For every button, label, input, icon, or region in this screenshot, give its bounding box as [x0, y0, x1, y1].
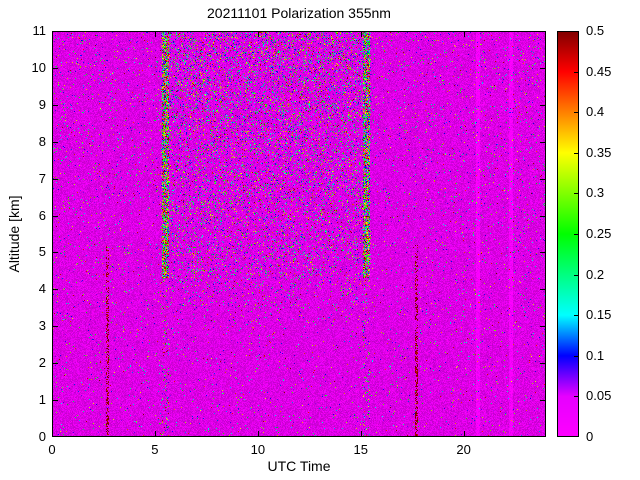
y-tick-label: 9 — [38, 96, 46, 112]
y-tick-label: 4 — [38, 281, 46, 297]
x-tick-label: 20 — [456, 442, 471, 457]
colorbar-canvas — [557, 31, 579, 437]
y-tick-label: 2 — [38, 355, 46, 371]
heatmap-canvas — [52, 31, 546, 437]
x-tick-label: 10 — [250, 442, 266, 457]
y-tick-label: 6 — [38, 207, 46, 223]
colorbar-tick-label: 0.3 — [586, 185, 605, 201]
colorbar-tick-label: 0.1 — [586, 347, 605, 363]
colorbar-tick-label: 0.35 — [586, 144, 612, 160]
y-tick-label: 5 — [38, 244, 46, 260]
x-tick-label: 5 — [151, 442, 159, 457]
y-tick-label: 1 — [38, 392, 46, 408]
y-tick-label: 10 — [31, 59, 46, 75]
chart-title: 20211101 Polarization 355nm — [207, 5, 391, 21]
y-tick-label: 0 — [38, 429, 46, 444]
y-tick-label: 11 — [32, 23, 47, 38]
colorbar-tick-label: 0.5 — [586, 23, 605, 38]
colorbar-tick-label: 0.2 — [586, 266, 605, 282]
y-tick-label: 7 — [38, 170, 46, 186]
y-tick-label: 3 — [38, 318, 46, 334]
colorbar-tick-label: 0.25 — [586, 226, 612, 241]
colorbar-tick-label: 0.15 — [586, 307, 612, 323]
colorbar-tick-label: 0.45 — [586, 63, 612, 79]
x-tick-label: 15 — [353, 442, 368, 457]
x-tick-label: 0 — [48, 442, 56, 457]
y-tick-label: 8 — [38, 133, 46, 149]
colorbar-tick-label: 0 — [586, 429, 594, 444]
colorbar-tick-label: 0.4 — [586, 104, 605, 120]
x-axis-label: UTC Time — [267, 458, 331, 474]
colorbar-tick-label: 0.05 — [586, 388, 612, 404]
